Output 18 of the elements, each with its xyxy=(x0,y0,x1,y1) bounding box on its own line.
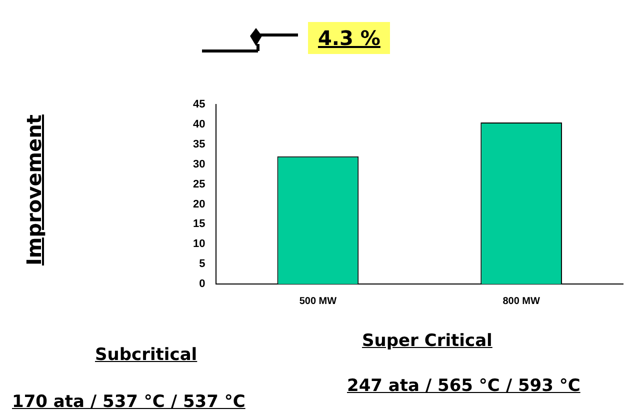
y-tick-label: 25 xyxy=(192,178,206,190)
y-tick-label: 40 xyxy=(192,118,206,131)
text: Subcritical xyxy=(95,345,198,365)
y-tick-label: 30 xyxy=(192,158,206,170)
text: 170 ata / 537 °C / 537 °C xyxy=(12,392,246,412)
y-tick-label: 35 xyxy=(192,138,206,150)
y-tick-label: 10 xyxy=(192,238,206,250)
y-tick-label: 15 xyxy=(192,218,206,230)
text: Improvement xyxy=(22,114,46,266)
text: 247 ata / 565 °C / 593 °C xyxy=(347,376,580,396)
y-tick-label: 45 xyxy=(192,98,206,111)
y-tick-label: 5 xyxy=(199,258,206,270)
y-tick-label: 20 xyxy=(192,198,206,210)
text: Super Critical xyxy=(362,331,492,351)
x-tick-label: 500 MW xyxy=(299,296,338,307)
text: 4.3 % xyxy=(308,22,390,54)
y-tick-label: 0 xyxy=(199,278,206,290)
x-tick-label: 800 MW xyxy=(502,296,540,307)
